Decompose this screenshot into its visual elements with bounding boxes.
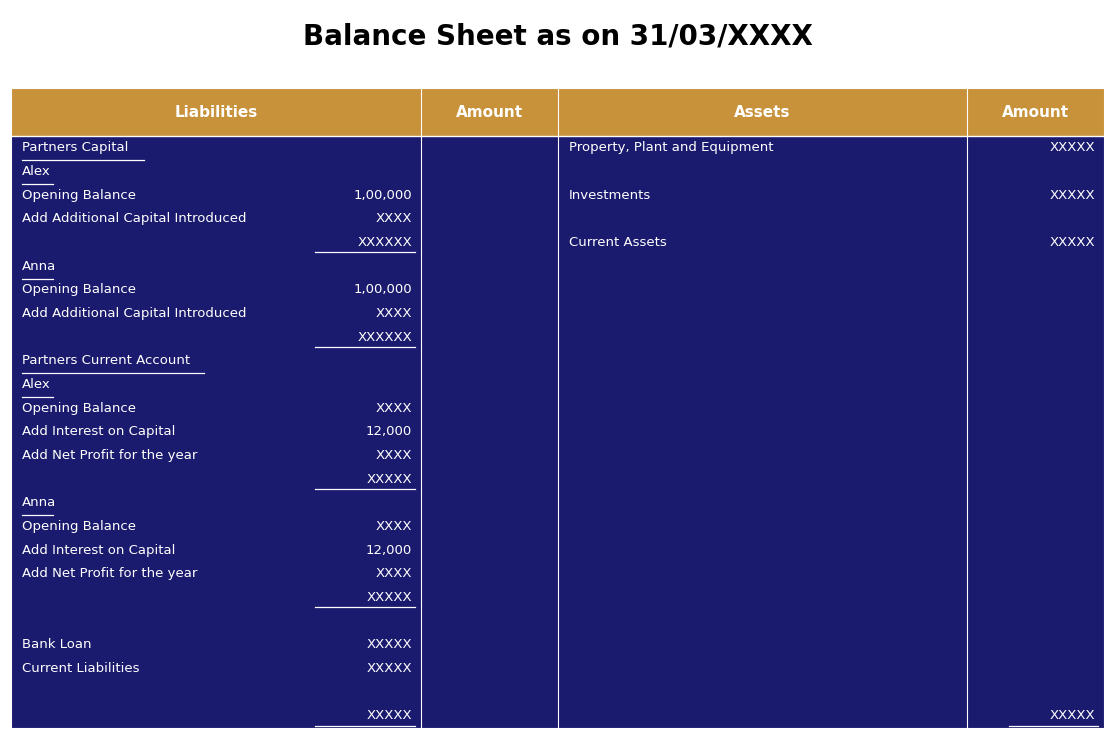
FancyBboxPatch shape: [11, 88, 1104, 136]
Text: 12,000: 12,000: [366, 426, 413, 438]
Text: Current Liabilities: Current Liabilities: [22, 662, 139, 675]
Text: Opening Balance: Opening Balance: [22, 520, 136, 533]
Text: XXXXX: XXXXX: [367, 709, 413, 723]
Text: 12,000: 12,000: [366, 544, 413, 556]
Text: XXXXXX: XXXXXX: [357, 331, 413, 344]
Text: XXXXX: XXXXX: [367, 662, 413, 675]
Text: Add Additional Capital Introduced: Add Additional Capital Introduced: [22, 307, 246, 320]
Text: Balance Sheet as on 31/03/XXXX: Balance Sheet as on 31/03/XXXX: [302, 22, 813, 50]
Text: Anna: Anna: [22, 259, 57, 273]
Text: XXXX: XXXX: [376, 520, 413, 533]
Text: Opening Balance: Opening Balance: [22, 189, 136, 201]
Text: Current Assets: Current Assets: [569, 236, 667, 249]
Text: Assets: Assets: [734, 104, 791, 120]
Text: XXXX: XXXX: [376, 567, 413, 581]
Text: Partners Capital: Partners Capital: [22, 141, 128, 154]
Text: XXXXX: XXXXX: [1049, 141, 1095, 154]
Text: Partners Current Account: Partners Current Account: [22, 354, 191, 368]
Text: XXXXX: XXXXX: [1049, 709, 1095, 723]
Text: Amount: Amount: [456, 104, 523, 120]
Text: Property, Plant and Equipment: Property, Plant and Equipment: [569, 141, 773, 154]
Text: XXXXX: XXXXX: [367, 591, 413, 604]
Text: 1,00,000: 1,00,000: [353, 283, 413, 296]
Text: Add Net Profit for the year: Add Net Profit for the year: [22, 567, 197, 581]
Text: Add Interest on Capital: Add Interest on Capital: [22, 544, 176, 556]
Text: Bank Loan: Bank Loan: [22, 638, 91, 651]
FancyBboxPatch shape: [11, 136, 1104, 728]
Text: Add Interest on Capital: Add Interest on Capital: [22, 426, 176, 438]
Text: Opening Balance: Opening Balance: [22, 401, 136, 415]
Text: XXXX: XXXX: [376, 401, 413, 415]
Text: Anna: Anna: [22, 496, 57, 509]
Text: Opening Balance: Opening Balance: [22, 283, 136, 296]
Text: Add Additional Capital Introduced: Add Additional Capital Introduced: [22, 212, 246, 226]
Text: XXXX: XXXX: [376, 449, 413, 462]
Text: XXXXX: XXXXX: [367, 473, 413, 486]
Text: XXXX: XXXX: [376, 212, 413, 226]
Text: XXXXX: XXXXX: [1049, 189, 1095, 201]
Text: XXXX: XXXX: [376, 307, 413, 320]
Text: Add Net Profit for the year: Add Net Profit for the year: [22, 449, 197, 462]
Text: Liabilities: Liabilities: [174, 104, 258, 120]
Text: Investments: Investments: [569, 189, 651, 201]
Text: Alex: Alex: [22, 378, 51, 391]
Text: XXXXX: XXXXX: [1049, 236, 1095, 249]
Text: Amount: Amount: [1002, 104, 1069, 120]
Text: Alex: Alex: [22, 165, 51, 178]
Text: XXXXX: XXXXX: [367, 638, 413, 651]
Text: 1,00,000: 1,00,000: [353, 189, 413, 201]
Text: XXXXXX: XXXXXX: [357, 236, 413, 249]
